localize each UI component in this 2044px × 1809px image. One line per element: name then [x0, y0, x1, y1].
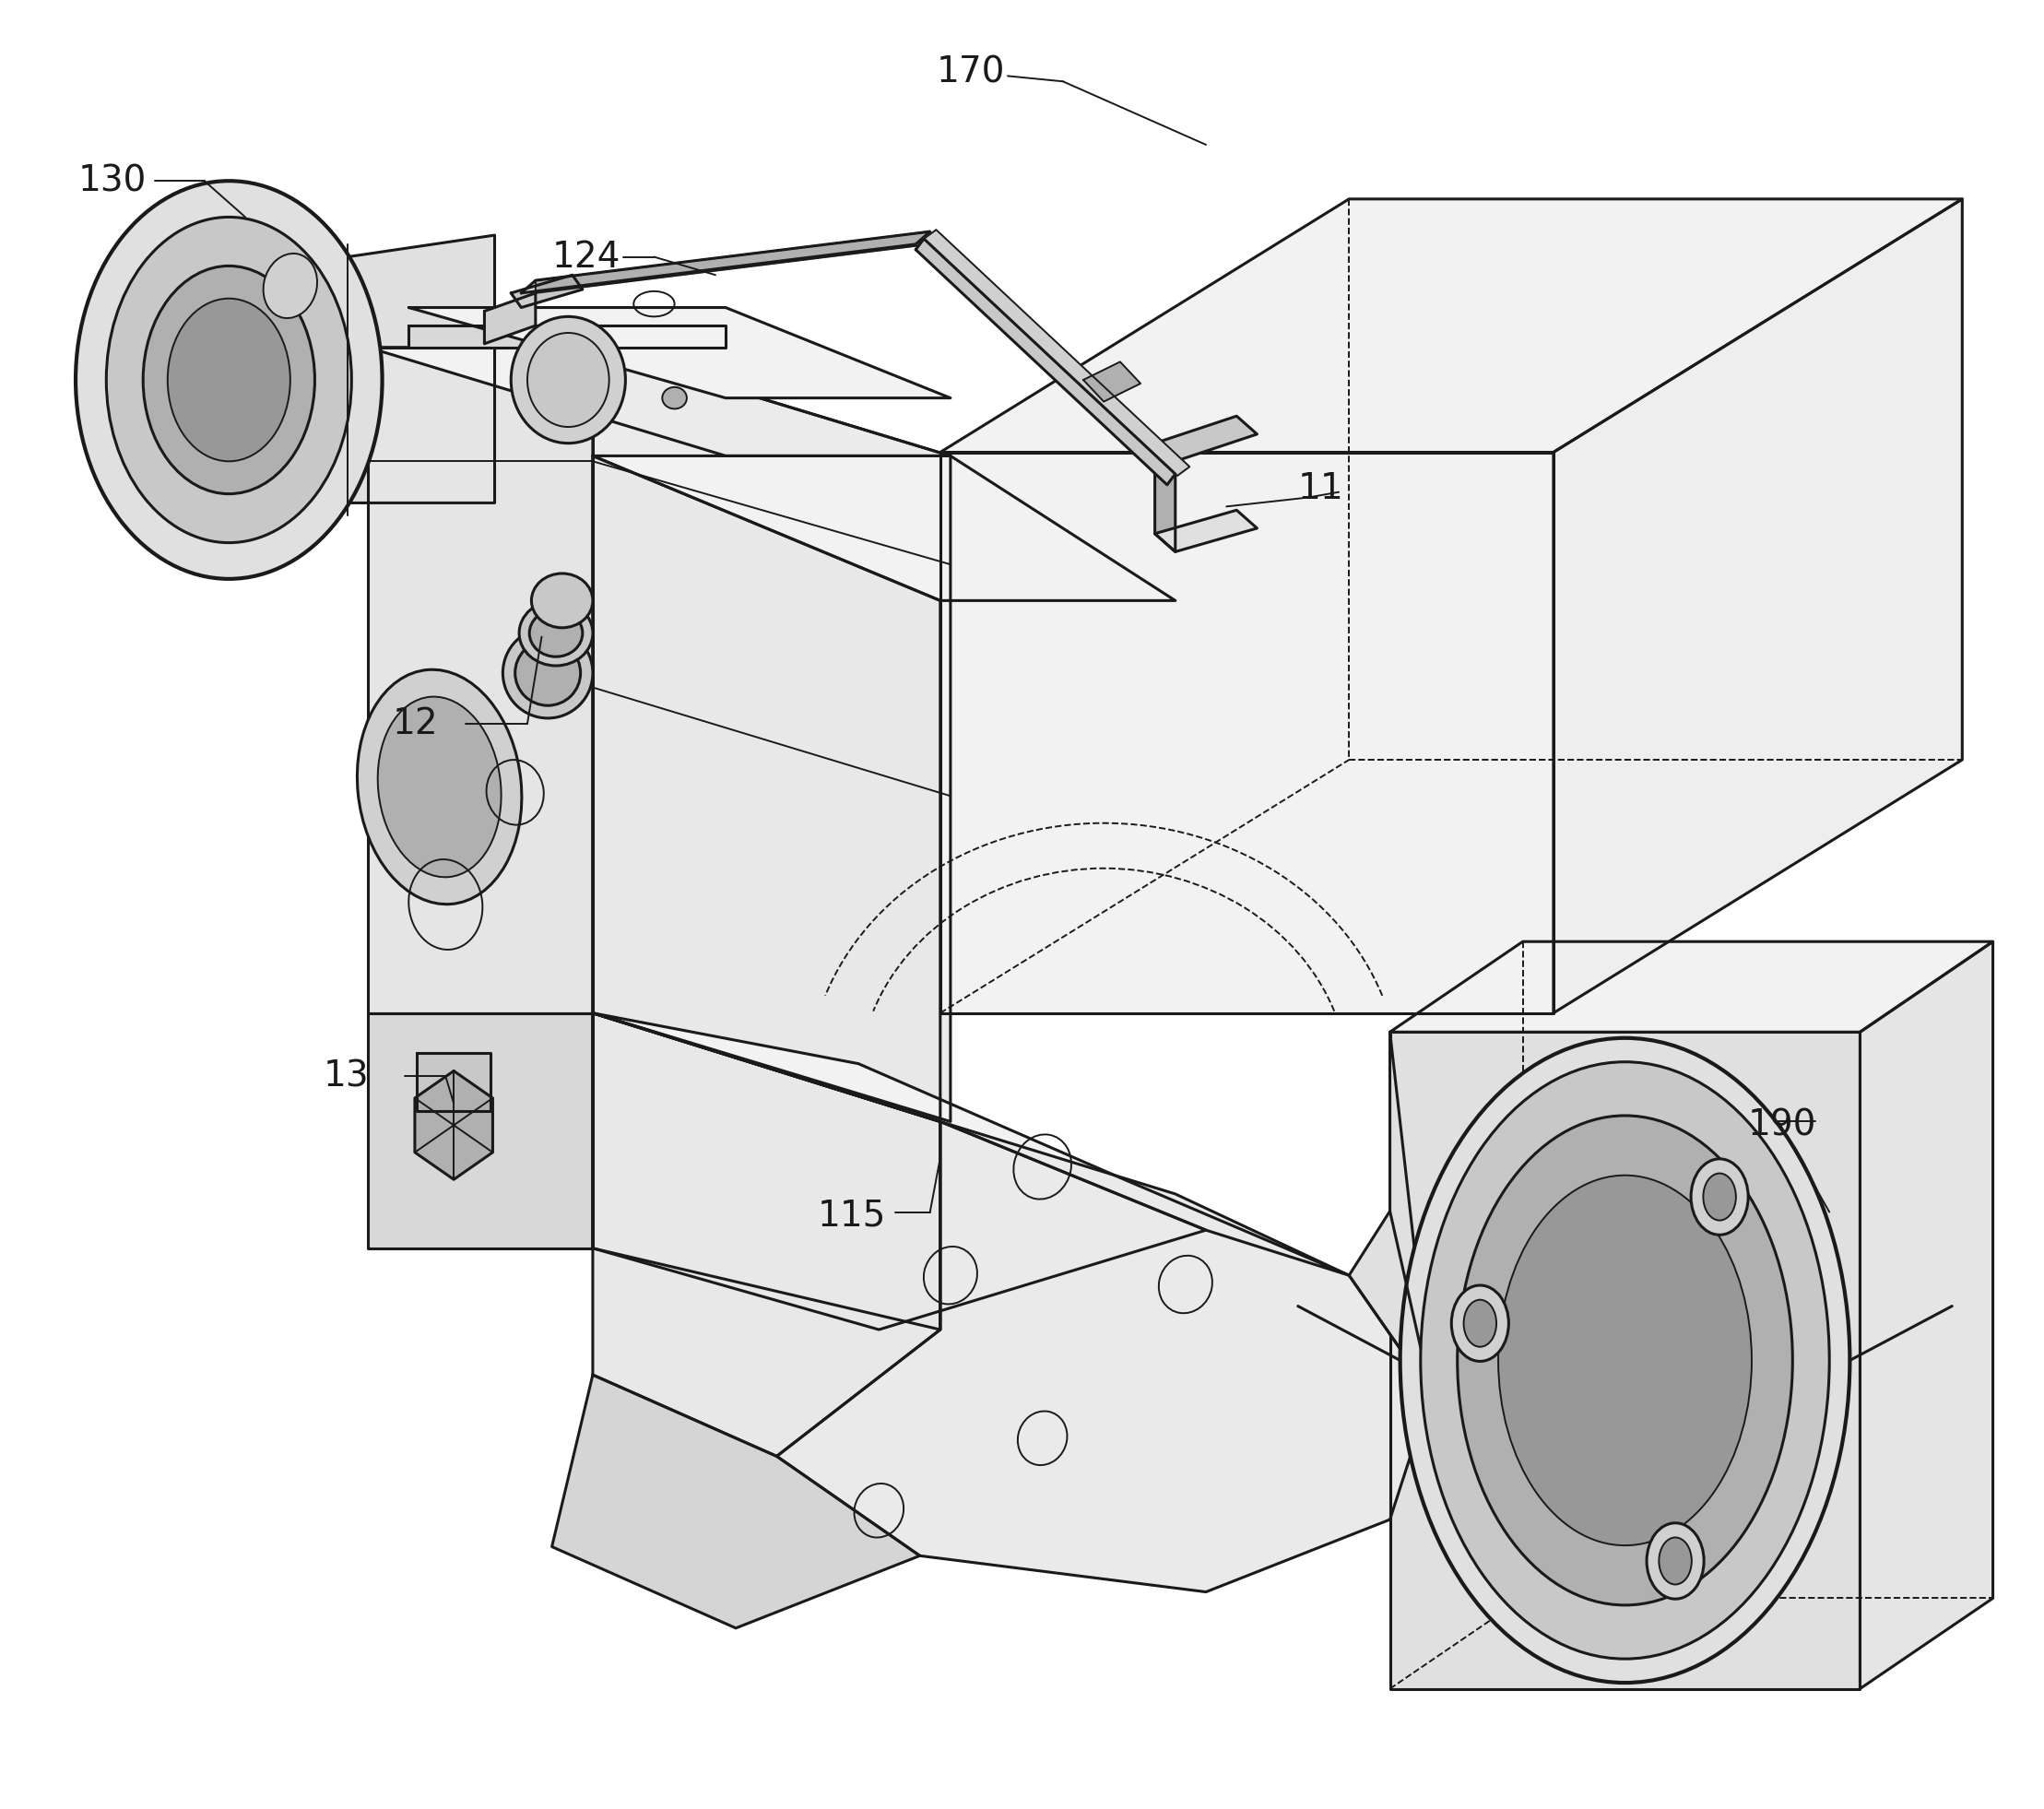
Ellipse shape	[1498, 1176, 1752, 1545]
Ellipse shape	[168, 298, 290, 461]
Polygon shape	[536, 232, 930, 293]
Polygon shape	[368, 347, 593, 1013]
Text: 130: 130	[78, 163, 147, 199]
Ellipse shape	[515, 640, 580, 706]
Ellipse shape	[1421, 1062, 1829, 1659]
Polygon shape	[1349, 1031, 1431, 1393]
Polygon shape	[511, 275, 583, 308]
Text: 190: 190	[1748, 1107, 1817, 1143]
Polygon shape	[593, 1013, 1206, 1330]
Ellipse shape	[519, 601, 593, 666]
Ellipse shape	[527, 333, 609, 427]
Ellipse shape	[76, 181, 382, 579]
Ellipse shape	[264, 253, 317, 318]
Polygon shape	[552, 1375, 920, 1628]
Ellipse shape	[529, 610, 583, 657]
Ellipse shape	[531, 573, 593, 628]
Ellipse shape	[1400, 1038, 1850, 1682]
Ellipse shape	[662, 387, 687, 409]
Ellipse shape	[1464, 1301, 1496, 1348]
Polygon shape	[940, 452, 1553, 1013]
Polygon shape	[368, 347, 950, 456]
Polygon shape	[940, 199, 1962, 452]
Ellipse shape	[511, 317, 625, 443]
Ellipse shape	[106, 217, 352, 543]
Polygon shape	[593, 1013, 1349, 1275]
Polygon shape	[777, 1122, 1431, 1592]
Polygon shape	[417, 1053, 491, 1111]
Ellipse shape	[1647, 1523, 1705, 1599]
Text: 170: 170	[936, 54, 1006, 90]
Polygon shape	[521, 232, 930, 293]
Text: 13: 13	[323, 1058, 368, 1094]
Text: 11: 11	[1298, 470, 1343, 507]
Ellipse shape	[1451, 1286, 1508, 1362]
Polygon shape	[409, 308, 950, 398]
Polygon shape	[1155, 416, 1257, 461]
Polygon shape	[593, 456, 1175, 601]
Polygon shape	[924, 230, 1190, 476]
Polygon shape	[1155, 443, 1175, 552]
Ellipse shape	[1457, 1116, 1793, 1605]
Polygon shape	[347, 235, 495, 503]
Text: 12: 12	[392, 706, 437, 742]
Polygon shape	[593, 1013, 940, 1330]
Ellipse shape	[503, 628, 593, 718]
Ellipse shape	[1703, 1174, 1735, 1221]
Polygon shape	[1155, 510, 1257, 552]
Ellipse shape	[1660, 1538, 1692, 1585]
Polygon shape	[415, 1071, 493, 1179]
Polygon shape	[916, 239, 1175, 485]
Polygon shape	[1860, 941, 1993, 1690]
Polygon shape	[1390, 941, 1993, 1031]
Ellipse shape	[378, 696, 501, 877]
Text: 115: 115	[818, 1198, 887, 1234]
Polygon shape	[1390, 1031, 1860, 1690]
Text: 124: 124	[552, 239, 621, 275]
Ellipse shape	[143, 266, 315, 494]
Polygon shape	[1083, 362, 1141, 402]
Ellipse shape	[1690, 1160, 1748, 1236]
Polygon shape	[409, 326, 726, 347]
Polygon shape	[593, 1013, 940, 1456]
Polygon shape	[484, 293, 536, 344]
Polygon shape	[1553, 199, 1962, 1013]
Polygon shape	[593, 347, 950, 1122]
Polygon shape	[368, 1013, 593, 1248]
Ellipse shape	[358, 669, 521, 904]
Polygon shape	[593, 456, 940, 1122]
